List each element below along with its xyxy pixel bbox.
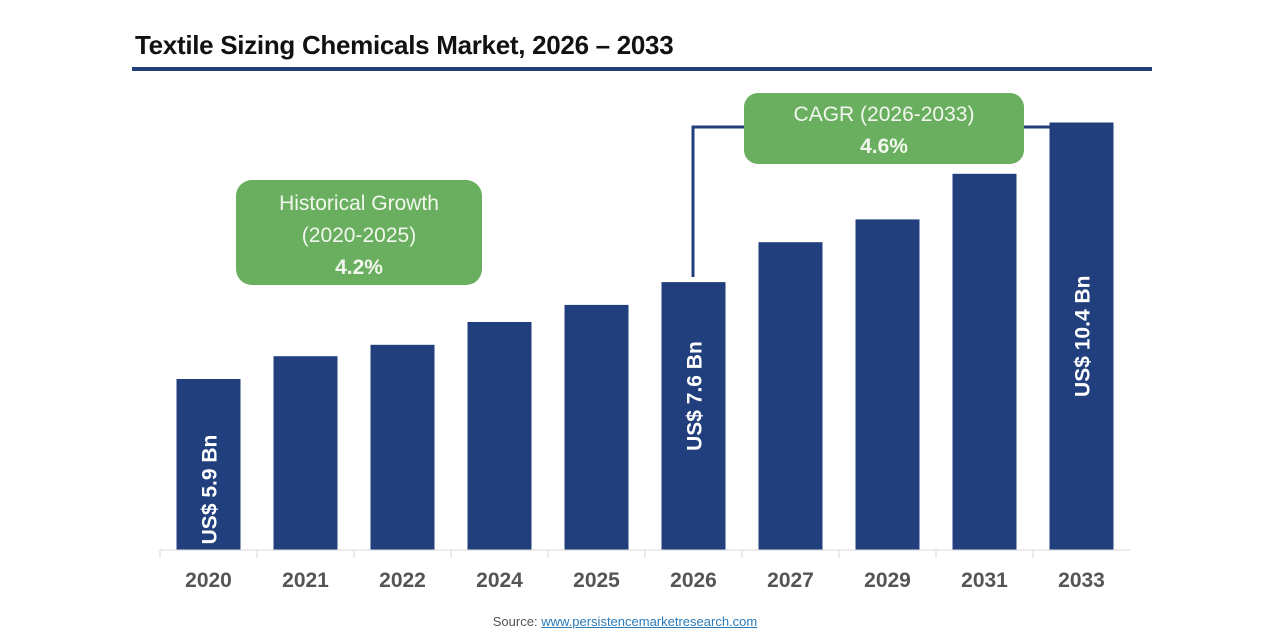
- bar-2022: [370, 344, 435, 550]
- cagr-callout-box: [744, 93, 1024, 164]
- chart-title: Textile Sizing Chemicals Market, 2026 – …: [135, 30, 674, 60]
- bar-2025: [564, 304, 629, 550]
- bar-2027: [758, 242, 823, 550]
- historical-callout-value: 4.2%: [335, 256, 383, 279]
- bar-2029: [855, 219, 920, 550]
- source-line: Source: www.persistencemarketresearch.co…: [0, 614, 1250, 629]
- historical-callout-period: (2020-2025): [302, 224, 416, 247]
- x-tick-label-2025: 2025: [573, 569, 620, 592]
- bar-2020: [176, 379, 241, 550]
- source-label: Source:: [492, 614, 538, 629]
- historical-callout-title: Historical Growth: [279, 192, 439, 215]
- x-tick-label-2021: 2021: [282, 569, 329, 592]
- x-tick-label-2020: 2020: [185, 569, 232, 592]
- x-tick-label-2022: 2022: [379, 569, 426, 592]
- data-label-2026: US$ 7.6 Bn: [684, 341, 707, 451]
- bar-2031: [952, 173, 1017, 551]
- data-label-2033: US$ 10.4 Bn: [1072, 276, 1095, 397]
- title-rule: [132, 67, 1152, 71]
- bar-2026: [661, 282, 726, 550]
- bar-2024: [467, 322, 532, 550]
- x-tick-label-2027: 2027: [767, 569, 814, 592]
- bar-2033: [1049, 122, 1114, 550]
- data-label-2020: US$ 5.9 Bn: [199, 435, 222, 545]
- cagr-arrow-icon: [1073, 141, 1087, 153]
- cagr-callout-title: CAGR (2026-2033): [794, 103, 975, 126]
- x-tick-label-2024: 2024: [476, 569, 523, 592]
- historical-callout-box: [236, 180, 482, 285]
- x-tick-label-2033: 2033: [1058, 569, 1105, 592]
- cagr-connector-line: [691, 125, 1082, 277]
- cagr-callout-value: 4.6%: [860, 135, 908, 158]
- x-tick-label-2029: 2029: [864, 569, 911, 592]
- source-link[interactable]: www.persistencemarketresearch.com: [541, 614, 758, 629]
- x-tick-label-2026: 2026: [670, 569, 717, 592]
- bar-2021: [273, 356, 338, 550]
- x-tick-label-2031: 2031: [961, 569, 1008, 592]
